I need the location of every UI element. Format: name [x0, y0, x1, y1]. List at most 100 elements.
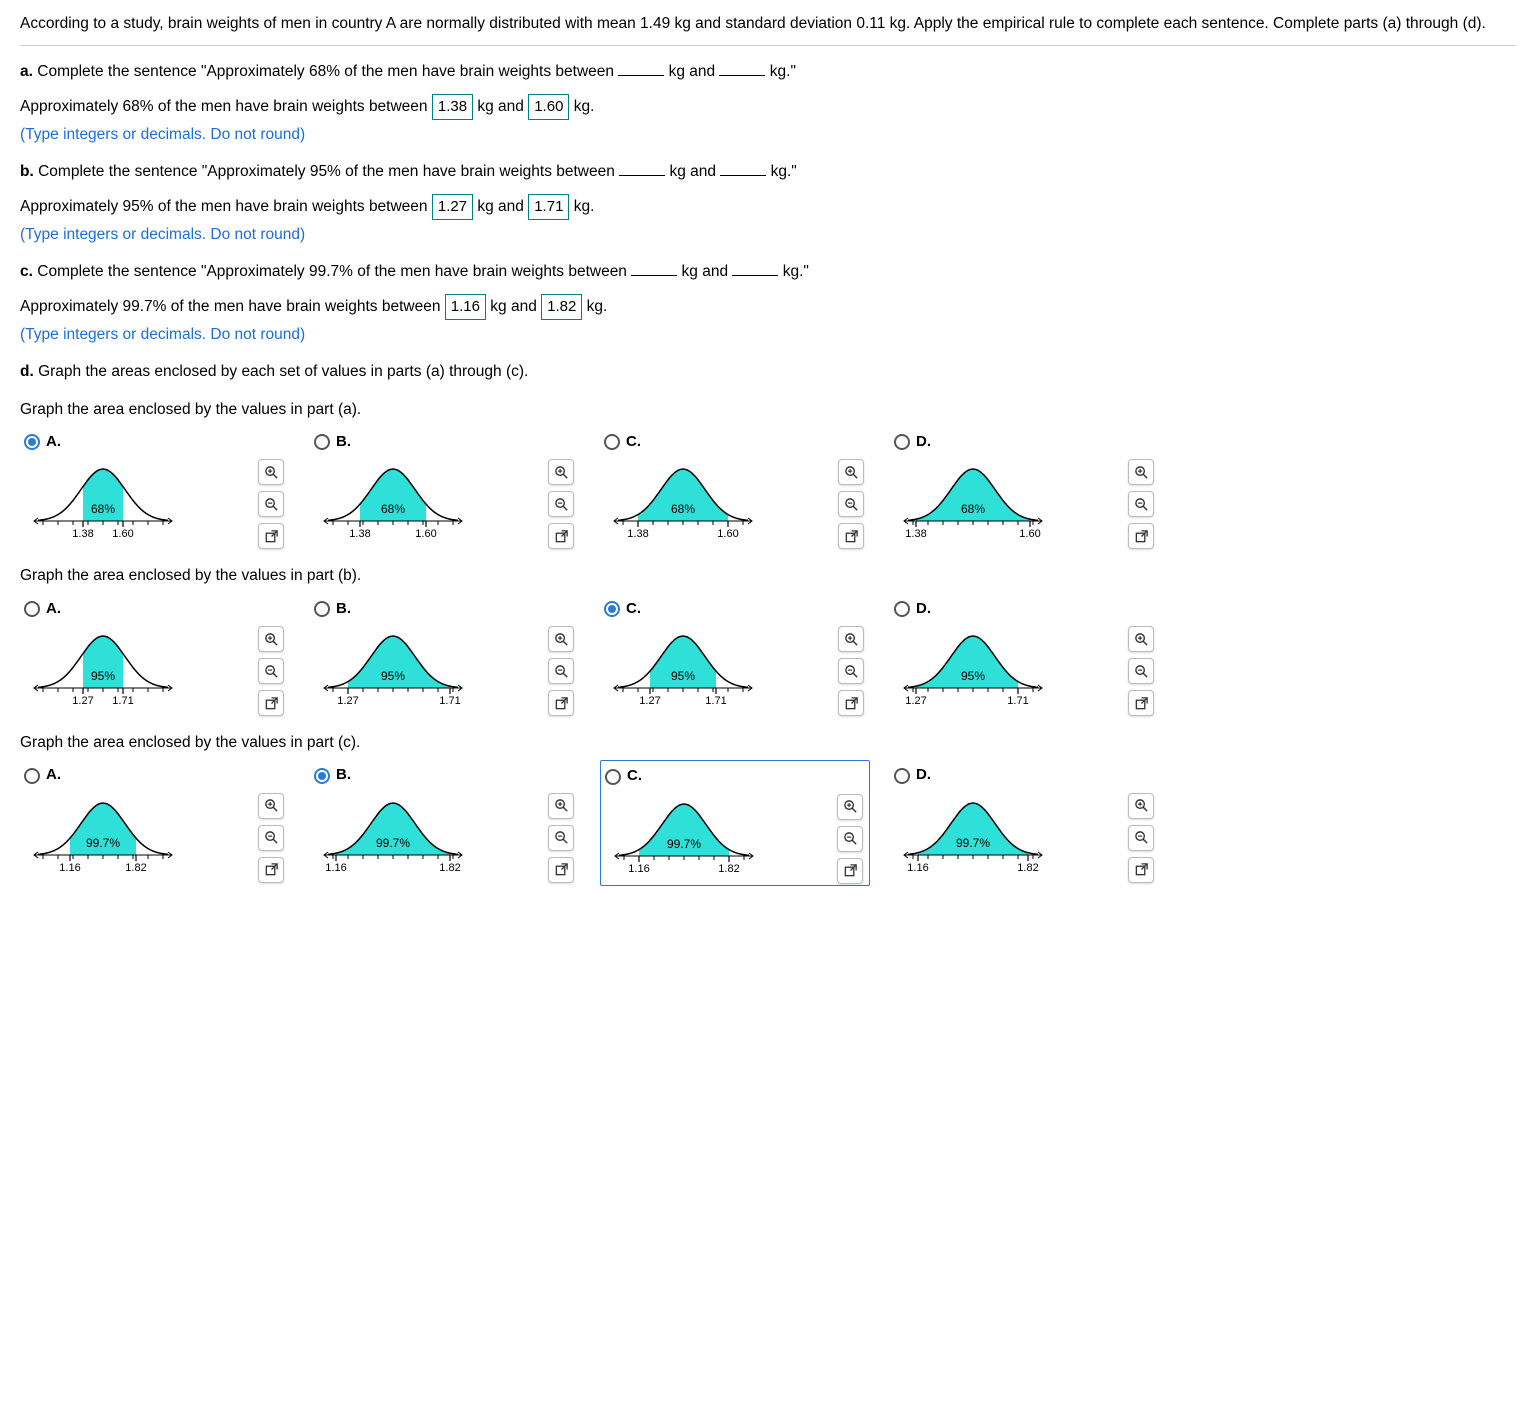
- option-b[interactable]: B. 1.27 1.71 95%: [310, 594, 580, 718]
- zoom-in-icon[interactable]: [258, 459, 284, 485]
- popout-icon[interactable]: [1128, 523, 1154, 549]
- option-a[interactable]: A. 1.16 1.82 99.7%: [20, 760, 290, 886]
- radio-button[interactable]: [894, 768, 910, 784]
- option-letter: D.: [916, 764, 931, 787]
- zoom-out-icon[interactable]: [258, 658, 284, 684]
- option-d[interactable]: D. 1.38 1.60 68%: [890, 427, 1160, 551]
- radio-button[interactable]: [604, 601, 620, 617]
- radio-button[interactable]: [24, 768, 40, 784]
- radio-button[interactable]: [894, 601, 910, 617]
- answer-a-1[interactable]: 1.38: [432, 94, 473, 121]
- radio-button[interactable]: [24, 601, 40, 617]
- part-b-label: b.: [20, 163, 34, 180]
- zoom-in-icon[interactable]: [838, 626, 864, 652]
- option-a[interactable]: A. 1.27 1.71 95%: [20, 594, 290, 718]
- popout-icon[interactable]: [258, 523, 284, 549]
- zoom-out-icon[interactable]: [258, 825, 284, 851]
- zoom-in-icon[interactable]: [1128, 459, 1154, 485]
- zoom-out-icon[interactable]: [1128, 491, 1154, 517]
- zoom-in-icon[interactable]: [548, 626, 574, 652]
- zoom-in-icon[interactable]: [258, 626, 284, 652]
- answer-c-2[interactable]: 1.82: [541, 294, 582, 321]
- radio-button[interactable]: [314, 768, 330, 784]
- answer-b-2[interactable]: 1.71: [528, 194, 569, 221]
- svg-text:1.82: 1.82: [1017, 862, 1038, 874]
- option-letter: B.: [336, 598, 351, 621]
- svg-text:99.7%: 99.7%: [956, 836, 990, 850]
- option-d[interactable]: D. 1.16 1.82 99.7%: [890, 760, 1160, 886]
- option-c[interactable]: C. 1.16 1.82 99.7%: [600, 760, 870, 886]
- zoom-out-icon[interactable]: [258, 491, 284, 517]
- options-row: A. 1.27 1.71 95% B. 1.27 1.71 95%: [20, 594, 1516, 718]
- svg-text:1.38: 1.38: [905, 528, 926, 540]
- zoom-in-icon[interactable]: [1128, 793, 1154, 819]
- svg-text:1.60: 1.60: [1019, 528, 1040, 540]
- option-c[interactable]: C. 1.38 1.60 68%: [600, 427, 870, 551]
- blank: [619, 161, 665, 177]
- zoom-in-icon[interactable]: [548, 793, 574, 819]
- option-letter: B.: [336, 431, 351, 454]
- popout-icon[interactable]: [837, 858, 863, 884]
- radio-button[interactable]: [605, 769, 621, 785]
- note-a: (Type integers or decimals. Do not round…: [20, 123, 1516, 146]
- radio-button[interactable]: [314, 434, 330, 450]
- zoom-out-icon[interactable]: [837, 826, 863, 852]
- zoom-out-icon[interactable]: [548, 825, 574, 851]
- graph-prompt: Graph the area enclosed by the values in…: [20, 731, 1516, 754]
- popout-icon[interactable]: [258, 857, 284, 883]
- option-b[interactable]: B. 1.38 1.60 68%: [310, 427, 580, 551]
- zoom-in-icon[interactable]: [548, 459, 574, 485]
- zoom-out-icon[interactable]: [838, 491, 864, 517]
- part-d: d. Graph the areas enclosed by each set …: [20, 360, 1516, 383]
- graph-area: 1.27 1.71 95%: [20, 620, 290, 717]
- svg-text:1.71: 1.71: [1007, 695, 1028, 707]
- answer-a-2[interactable]: 1.60: [528, 94, 569, 121]
- option-a[interactable]: A. 1.38 1.60 68%: [20, 427, 290, 551]
- popout-icon[interactable]: [258, 690, 284, 716]
- option-c[interactable]: C. 1.27 1.71 95%: [600, 594, 870, 718]
- zoom-out-icon[interactable]: [548, 491, 574, 517]
- svg-text:95%: 95%: [961, 669, 985, 683]
- popout-icon[interactable]: [548, 690, 574, 716]
- part-c-label: c.: [20, 263, 33, 280]
- zoom-out-icon[interactable]: [1128, 658, 1154, 684]
- zoom-in-icon[interactable]: [838, 459, 864, 485]
- radio-button[interactable]: [314, 601, 330, 617]
- radio-button[interactable]: [604, 434, 620, 450]
- zoom-in-icon[interactable]: [837, 794, 863, 820]
- svg-text:1.71: 1.71: [439, 695, 460, 707]
- popout-icon[interactable]: [838, 690, 864, 716]
- part-d-label: d.: [20, 363, 34, 380]
- answer-b-1[interactable]: 1.27: [432, 194, 473, 221]
- option-letter: D.: [916, 598, 931, 621]
- radio-button[interactable]: [24, 434, 40, 450]
- divider: [20, 45, 1516, 46]
- svg-text:99.7%: 99.7%: [376, 836, 410, 850]
- option-b[interactable]: B. 1.16 1.82 99.7%: [310, 760, 580, 886]
- popout-icon[interactable]: [838, 523, 864, 549]
- zoom-in-icon[interactable]: [1128, 626, 1154, 652]
- svg-text:68%: 68%: [961, 502, 985, 516]
- radio-button[interactable]: [894, 434, 910, 450]
- popout-icon[interactable]: [1128, 857, 1154, 883]
- popout-icon[interactable]: [548, 523, 574, 549]
- zoom-out-icon[interactable]: [1128, 825, 1154, 851]
- svg-text:99.7%: 99.7%: [86, 836, 120, 850]
- answer-c-1[interactable]: 1.16: [445, 294, 486, 321]
- zoom-out-icon[interactable]: [548, 658, 574, 684]
- svg-text:1.38: 1.38: [349, 528, 370, 540]
- graph-area: 1.27 1.71 95%: [890, 620, 1160, 717]
- svg-text:95%: 95%: [91, 669, 115, 683]
- option-letter: D.: [916, 431, 931, 454]
- zoom-in-icon[interactable]: [258, 793, 284, 819]
- option-letter: C.: [626, 598, 641, 621]
- options-row: A. 1.16 1.82 99.7% B. 1.16 1.82 99: [20, 760, 1516, 886]
- popout-icon[interactable]: [1128, 690, 1154, 716]
- graph-area: 1.27 1.71 95%: [310, 620, 580, 717]
- popout-icon[interactable]: [548, 857, 574, 883]
- svg-text:1.71: 1.71: [112, 695, 133, 707]
- option-d[interactable]: D. 1.27 1.71 95%: [890, 594, 1160, 718]
- svg-text:1.27: 1.27: [639, 695, 660, 707]
- zoom-out-icon[interactable]: [838, 658, 864, 684]
- graph-area: 1.16 1.82 99.7%: [20, 787, 290, 884]
